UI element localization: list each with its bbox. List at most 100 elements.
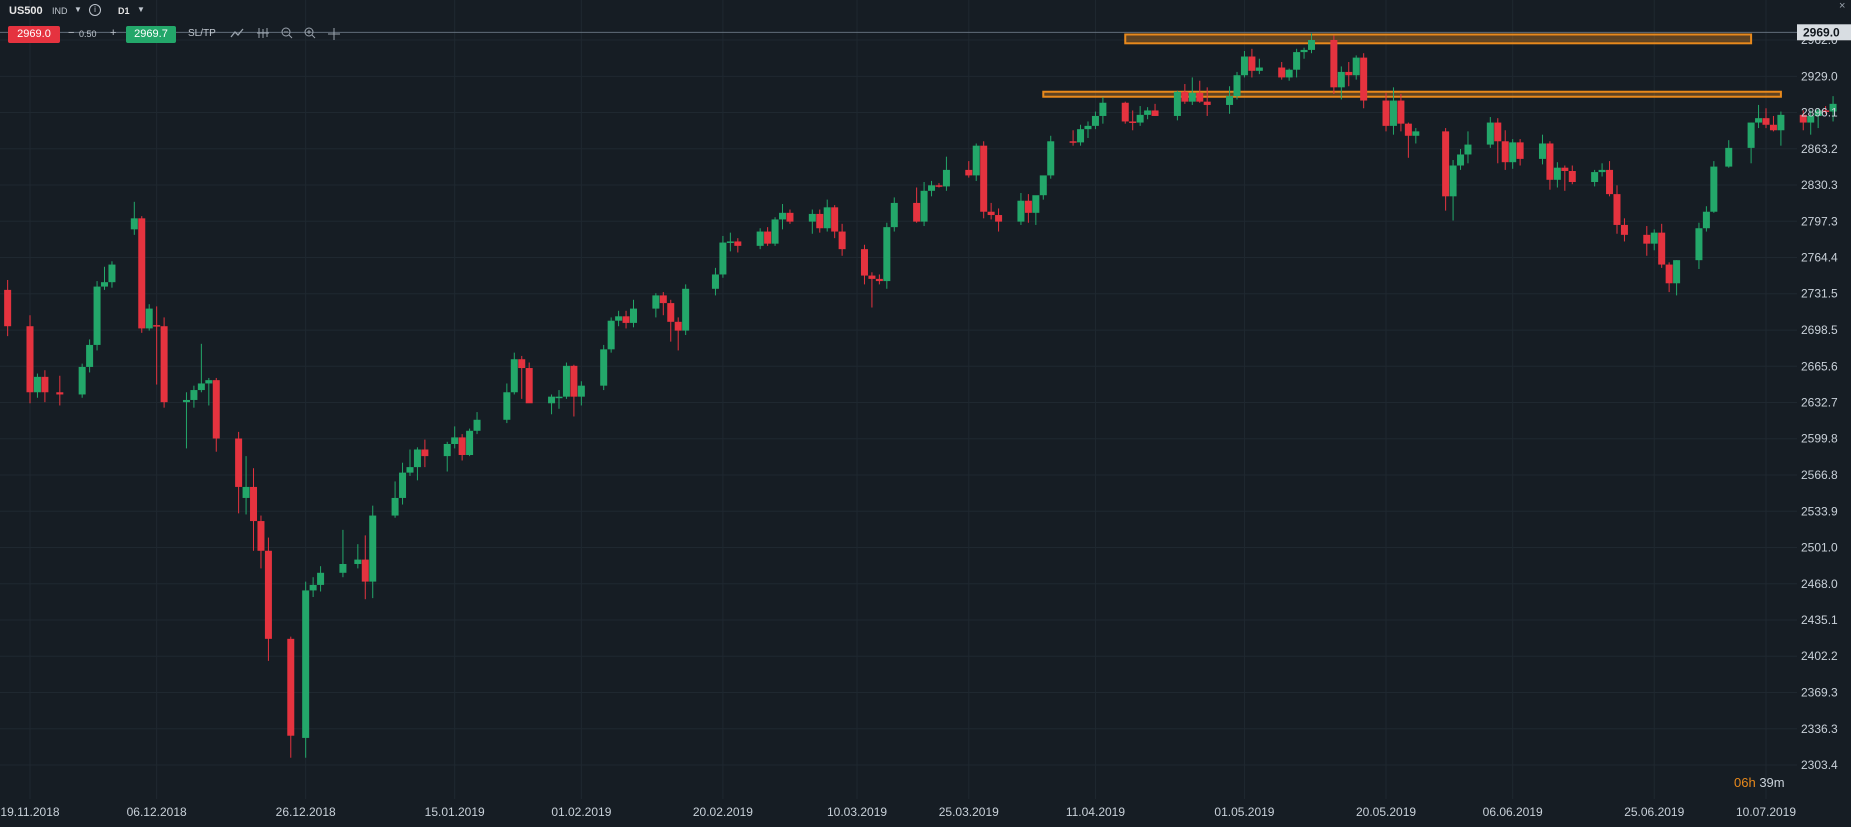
candle-body — [302, 590, 310, 738]
candle-body — [1240, 56, 1248, 76]
candle-body — [756, 231, 764, 246]
chart-type-icon[interactable] — [230, 27, 244, 42]
candle-body — [920, 190, 928, 222]
timeframe-selector[interactable]: D1 — [118, 6, 130, 16]
candle-body — [548, 396, 556, 404]
candle-body — [1710, 166, 1718, 212]
candle-body — [562, 365, 570, 397]
candle-body — [1032, 195, 1040, 213]
candle-body — [831, 207, 839, 232]
symbol-label[interactable]: US500 — [9, 5, 43, 17]
candle-body — [1658, 232, 1666, 265]
timeframe-chevron-down-icon[interactable]: ▼ — [137, 5, 145, 14]
y-tick-label: 2698.5 — [1801, 323, 1838, 337]
candle-body — [1494, 122, 1502, 142]
candle-body — [622, 316, 630, 323]
candle-body — [78, 366, 86, 395]
x-tick-label: 20.05.2019 — [1356, 805, 1416, 819]
candle-body — [1807, 115, 1815, 123]
spread-increase-button[interactable]: + — [110, 27, 117, 39]
indicators-icon[interactable] — [256, 27, 270, 42]
candle-body — [510, 359, 518, 393]
candle-body — [928, 185, 936, 191]
spread-decrease-button[interactable]: − — [68, 27, 75, 39]
candle-body — [145, 308, 153, 329]
candle-body — [1613, 194, 1621, 225]
candle-body — [361, 559, 369, 582]
candle-body — [86, 344, 94, 367]
close-icon[interactable]: × — [1839, 0, 1846, 12]
candle-body — [1233, 75, 1241, 97]
candle-body — [1509, 142, 1517, 163]
timer-hours: 06h — [1734, 775, 1756, 790]
candle-body — [205, 380, 213, 384]
y-tick-label: 2665.6 — [1801, 359, 1838, 373]
y-tick-label: 2336.3 — [1801, 722, 1838, 736]
candle-body — [913, 202, 921, 222]
candle-body — [1516, 142, 1524, 159]
candle-body — [1248, 56, 1256, 71]
candle-body — [1337, 71, 1345, 88]
candle-body — [615, 316, 623, 321]
candle-body — [473, 419, 481, 431]
candle-body — [130, 218, 138, 230]
y-tick-label: 2533.9 — [1801, 504, 1838, 518]
candle-body — [1360, 57, 1368, 101]
candle-body — [257, 521, 265, 551]
candle-body — [1464, 144, 1472, 155]
candle-body — [518, 359, 526, 369]
candle-body — [1151, 110, 1159, 116]
candle-body — [860, 249, 868, 276]
candle-body — [1814, 110, 1822, 116]
candle-body — [1762, 118, 1770, 125]
current-price-tag-label: 2969.0 — [1803, 25, 1840, 39]
zoom-out-icon[interactable] — [280, 27, 294, 42]
candle-body — [1829, 103, 1837, 112]
candle-body — [1650, 232, 1658, 244]
candle-body — [682, 288, 690, 331]
x-tick-label: 26.12.2018 — [276, 805, 336, 819]
info-icon[interactable]: i — [89, 4, 101, 16]
x-tick-label: 10.07.2019 — [1736, 805, 1796, 819]
candle-body — [33, 376, 41, 393]
timer-minutes: 39m — [1759, 775, 1785, 790]
candle-body — [1598, 169, 1606, 173]
candle-body — [1077, 129, 1085, 143]
candle-body — [287, 638, 295, 736]
candle-body — [1442, 131, 1450, 197]
candle-body — [1501, 141, 1509, 163]
candle-body — [1196, 92, 1204, 102]
sell-button[interactable]: 2969.0 — [8, 26, 60, 43]
candle-body — [1203, 101, 1211, 105]
candle-body — [101, 282, 109, 287]
candle-body — [1702, 211, 1710, 229]
candle-body — [987, 211, 995, 216]
candle-body — [1121, 102, 1129, 122]
candle-body — [1091, 115, 1099, 126]
candle-body — [1255, 67, 1263, 71]
candle-body — [711, 274, 719, 289]
candle-body — [138, 218, 146, 329]
candle-body — [1606, 169, 1614, 195]
candle-body — [421, 449, 429, 457]
candle-body — [1382, 100, 1390, 126]
candle-body — [719, 242, 727, 275]
chevron-down-icon[interactable]: ▼ — [74, 5, 82, 14]
candle-body — [108, 264, 116, 283]
zoom-in-icon[interactable] — [303, 27, 317, 42]
candle-body — [972, 145, 980, 176]
y-tick-label: 2764.4 — [1801, 251, 1838, 265]
crosshair-icon[interactable] — [327, 27, 341, 44]
candle-body — [1643, 234, 1651, 244]
y-tick-label: 2797.3 — [1801, 214, 1838, 228]
buy-button[interactable]: 2969.7 — [126, 26, 176, 43]
candle-body — [838, 231, 846, 250]
candle-body — [1226, 96, 1234, 105]
candle-body — [1017, 200, 1025, 222]
candle-body — [883, 227, 891, 282]
candle-body — [667, 303, 675, 322]
candle-body — [1561, 167, 1569, 171]
candle-body — [190, 390, 198, 400]
sltp-button[interactable]: SL/TP — [188, 28, 216, 39]
